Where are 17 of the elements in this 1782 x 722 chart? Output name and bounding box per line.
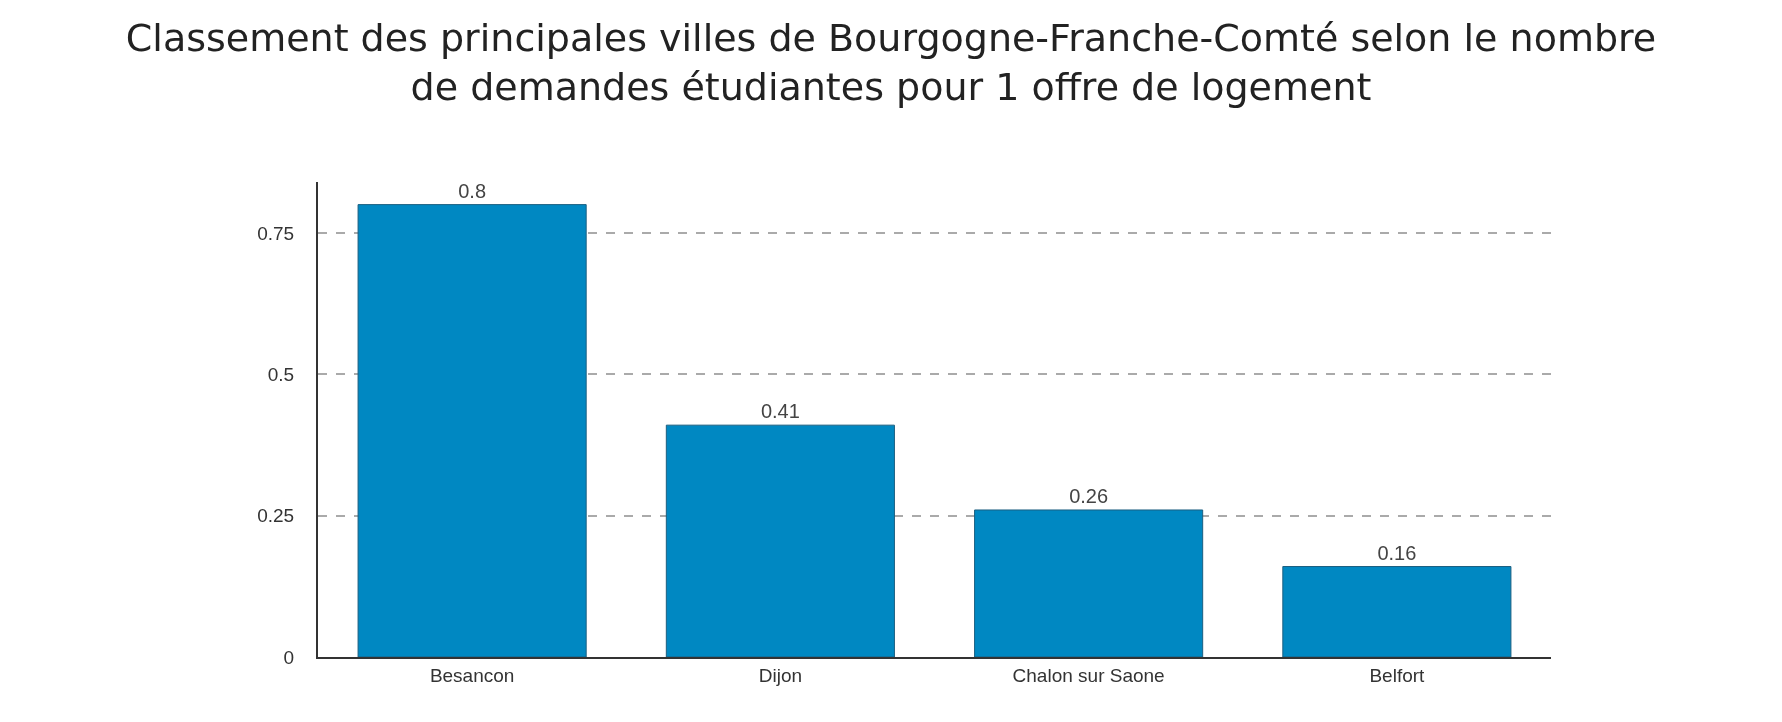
bar — [974, 509, 1204, 657]
data-label: 0.8 — [458, 179, 487, 202]
bar — [357, 204, 587, 657]
data-label: 0.16 — [1377, 541, 1417, 564]
y-tick-label: 0.75 — [257, 222, 295, 244]
y-tick-label: 0.5 — [267, 363, 295, 385]
data-label: 0.41 — [760, 400, 800, 423]
data-label: 0.26 — [1069, 484, 1109, 507]
x-tick-label: Dijon — [758, 664, 803, 686]
y-tick-label: 0.25 — [257, 505, 295, 527]
y-tick-label: 0 — [283, 646, 295, 668]
x-tick-label: Belfort — [1369, 664, 1426, 686]
x-tick-label: Besancon — [429, 664, 515, 686]
chart-title: Classement des principales villes de Bourgogne-Franche-Comté selon le nombre de demandes étudiantes pour 1 offre de logement — [125, 15, 1657, 109]
x-tick-label: Chalon sur Saone — [1012, 664, 1165, 686]
bar — [665, 424, 895, 657]
bar — [1282, 566, 1512, 657]
